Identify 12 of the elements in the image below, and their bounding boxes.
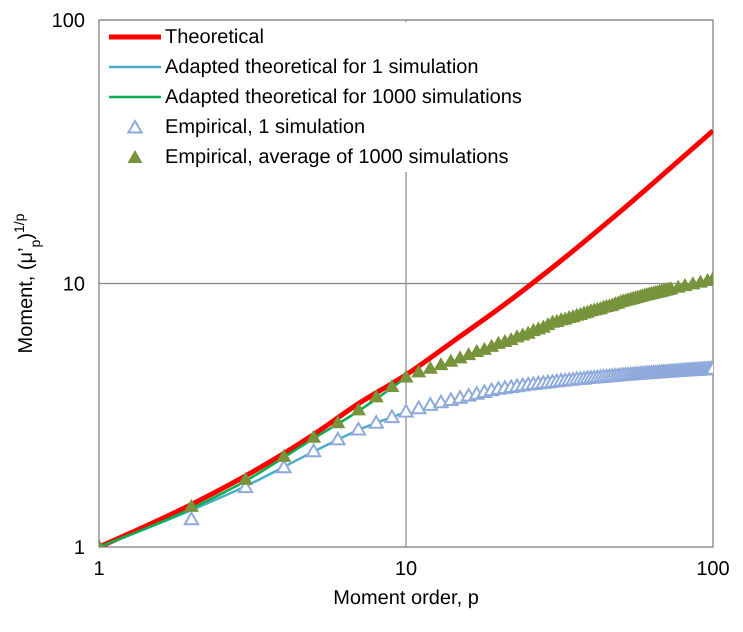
x-tick-label: 100 xyxy=(696,558,730,580)
legend-label: Theoretical xyxy=(165,26,264,48)
y-tick-label: 100 xyxy=(52,10,85,32)
legend-label: Empirical, 1 simulation xyxy=(165,116,366,138)
legend-label: Adapted theoretical for 1000 simulations xyxy=(165,86,522,108)
y-tick-label: 10 xyxy=(62,274,85,296)
legend-label: Adapted theoretical for 1 simulation xyxy=(165,56,479,78)
x-tick-label: 10 xyxy=(394,558,418,580)
x-axis-title: Moment order, p xyxy=(333,587,479,609)
y-tick-label: 1 xyxy=(74,537,85,560)
legend-label: Empirical, average of 1000 simulations xyxy=(165,146,509,168)
x-tick-label: 1 xyxy=(93,558,105,580)
